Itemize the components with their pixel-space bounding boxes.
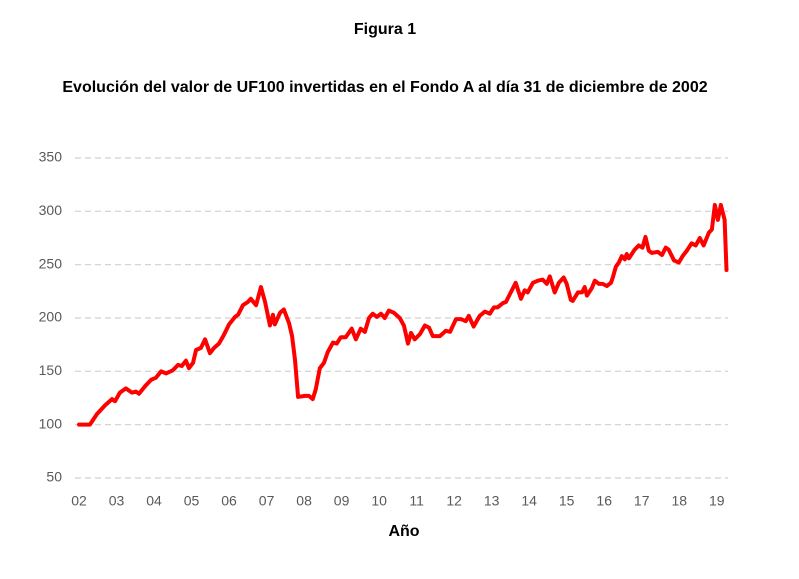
x-tick-label: 08 bbox=[296, 493, 312, 509]
x-tick-label: 15 bbox=[559, 493, 575, 509]
x-tick-label: 06 bbox=[221, 493, 237, 509]
y-tick-label: 200 bbox=[39, 309, 63, 325]
y-tick-label: 100 bbox=[39, 415, 63, 431]
x-tick-label: 13 bbox=[484, 493, 500, 509]
y-tick-label: 300 bbox=[39, 202, 63, 218]
y-tick-label: 150 bbox=[39, 362, 63, 378]
x-tick-label: 07 bbox=[259, 493, 275, 509]
y-tick-label: 250 bbox=[39, 255, 63, 271]
x-tick-label: 18 bbox=[671, 493, 687, 509]
x-tick-label: 12 bbox=[446, 493, 462, 509]
y-tick-label: 50 bbox=[46, 469, 62, 485]
x-tick-label: 17 bbox=[634, 493, 650, 509]
chart-title: Figura 1 bbox=[354, 21, 416, 38]
line-series bbox=[77, 202, 729, 427]
x-tick-label: 10 bbox=[371, 493, 387, 509]
x-tick-label: 11 bbox=[409, 493, 424, 509]
x-tick-label: 16 bbox=[596, 493, 612, 509]
x-tick-label: 09 bbox=[334, 493, 350, 509]
x-tick-label: 05 bbox=[184, 493, 200, 509]
y-tick-label: 350 bbox=[39, 149, 63, 165]
x-tick-label: 14 bbox=[521, 493, 537, 509]
x-tick-label: 02 bbox=[71, 493, 87, 509]
chart-subtitle: Evolución del valor de UF100 invertidas … bbox=[62, 79, 707, 96]
x-tick-label: 03 bbox=[109, 493, 125, 509]
x-axis-label: Año bbox=[388, 523, 419, 540]
x-tick-label: 19 bbox=[709, 493, 725, 509]
x-tick-label: 04 bbox=[146, 493, 162, 509]
